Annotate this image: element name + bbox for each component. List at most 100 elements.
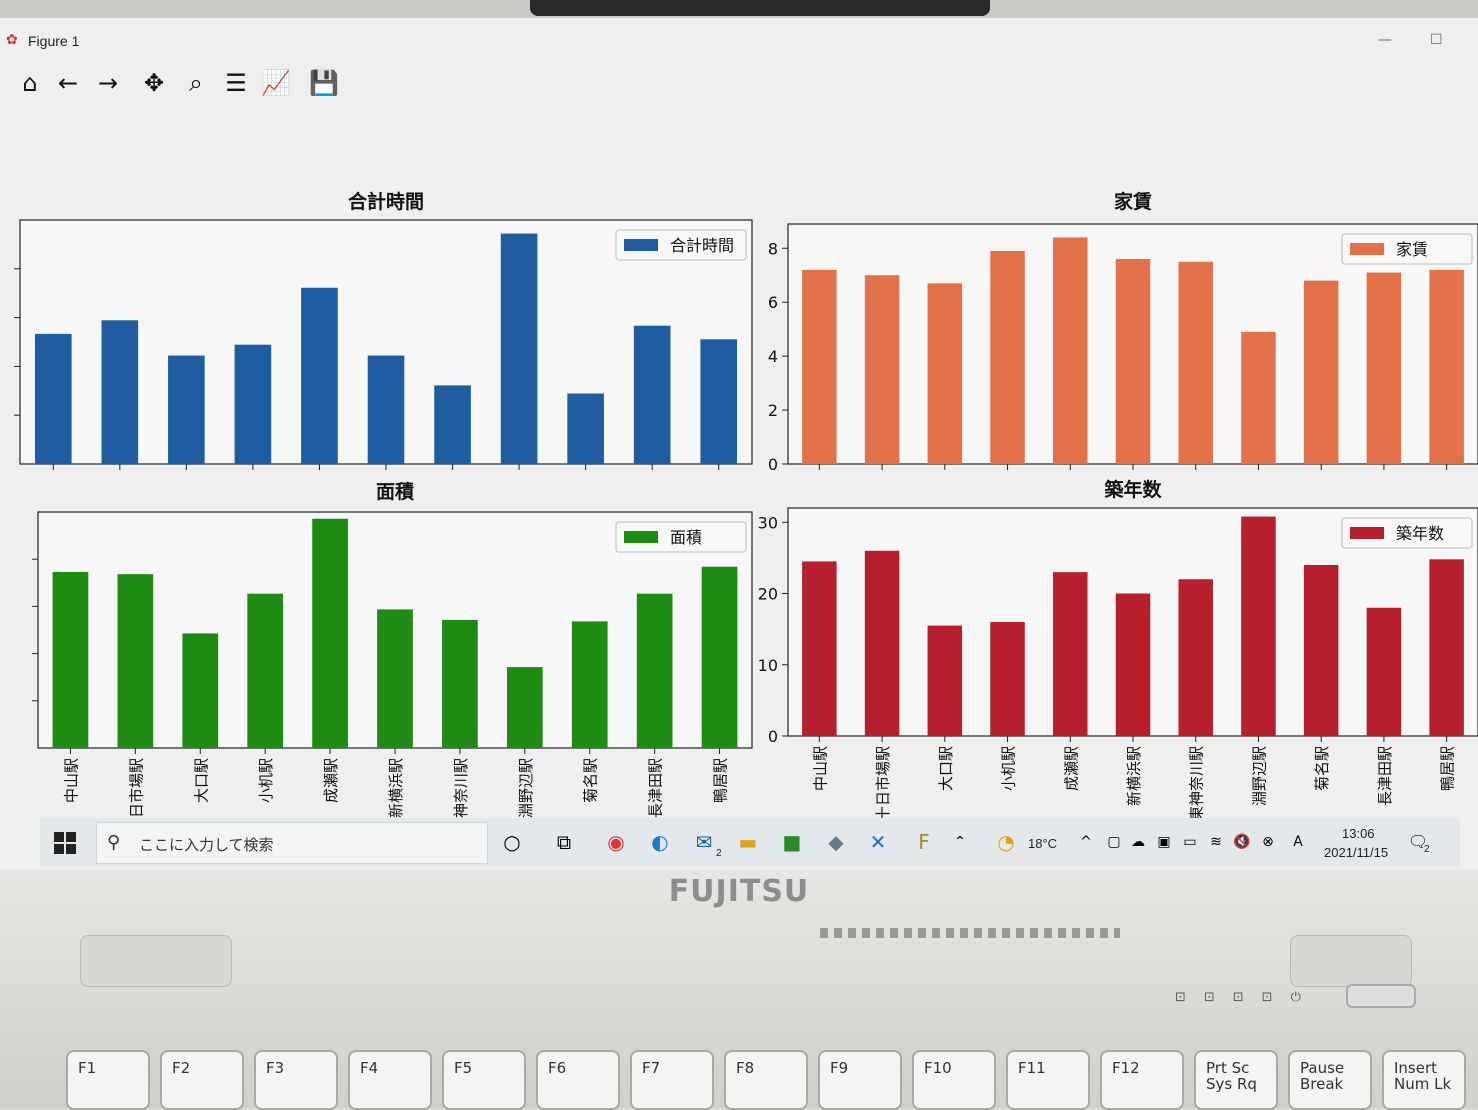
key-f6[interactable]: F6 [536, 1050, 620, 1110]
forward-arrow-icon[interactable]: → [97, 69, 119, 97]
chart4-xtick-label: 新横浜駅 [1125, 746, 1143, 806]
window-titlebar: ✿ Figure 1 — ☐ [0, 28, 1478, 56]
chart1-bar [101, 320, 139, 464]
save-icon[interactable]: 💾 [309, 69, 339, 97]
key-prt[interactable]: Prt Sc Sys Rq [1194, 1050, 1278, 1110]
mail-badge: 2 [716, 848, 722, 859]
screen: ✿ Figure 1 — ☐ ⌂ ← → ✥ ⌕ ☰ 📈 💾 合計時間 合計時間 家賃 0 2 4 6 8 家… [0, 18, 1478, 870]
chart3-legend-swatch [624, 531, 658, 543]
pycharm-icon[interactable]: ■ [782, 830, 802, 854]
pan-icon[interactable]: ✥ [143, 69, 165, 97]
chart4-bar [1366, 607, 1402, 736]
chart3-bar [247, 593, 284, 748]
key-f7[interactable]: F7 [630, 1050, 714, 1110]
edge-icon[interactable]: ◐ [651, 830, 669, 854]
wifi-icon[interactable]: ≋ [1210, 834, 1222, 850]
key-f2[interactable]: F2 [160, 1050, 244, 1110]
ime-icon[interactable]: A [1293, 834, 1303, 850]
task-view-icon[interactable]: ⧉ [556, 830, 572, 854]
chart4-xtick-label: 中山駅 [811, 746, 829, 791]
tray-app-icon[interactable]: ▢ [1107, 834, 1121, 850]
vscode-icon[interactable]: ✕ [869, 830, 887, 854]
chart3-xtick-label: 新横浜駅 [387, 758, 405, 818]
chart1-bar [168, 355, 205, 464]
cortana-icon[interactable]: ○ [503, 830, 521, 854]
chart4-bar [1429, 559, 1464, 736]
key-f5[interactable]: F5 [442, 1050, 526, 1110]
search-icon: ⚲ [107, 832, 121, 853]
right-hinge [1290, 935, 1412, 987]
chart2-legend-label: 家賃 [1396, 240, 1428, 259]
chart4-legend-swatch [1350, 527, 1384, 539]
left-hinge [80, 935, 232, 987]
chart3-bar [442, 619, 478, 748]
key-f8[interactable]: F8 [724, 1050, 808, 1110]
chart4-bar [1115, 593, 1151, 736]
laptop-brand-logo: FUJITSU [668, 874, 810, 909]
chart4-ytick-label: 20 [758, 585, 778, 604]
matplotlib-icon: ✿ [6, 32, 18, 48]
chart3-xtick-label: 長津田駅 [647, 758, 665, 818]
chart2-bar [1303, 280, 1339, 464]
status-x-icon[interactable]: ⊗ [1262, 834, 1274, 850]
file-explorer-icon[interactable]: ▬ [738, 830, 758, 854]
clock-time[interactable]: 13:06 [1342, 826, 1375, 841]
weather-icon[interactable]: ◔ [997, 830, 1015, 854]
notification-icon[interactable]: 🗨 [1407, 832, 1429, 851]
configure-subplots-icon[interactable]: ☰ [225, 69, 247, 97]
chart1-legend-label: 合計時間 [670, 236, 734, 255]
chart3-bar [571, 621, 608, 748]
chart3-bar [117, 574, 154, 748]
key-f10[interactable]: F10 [912, 1050, 996, 1110]
chart2-ytick-label: 2 [768, 401, 778, 420]
key-f11[interactable]: F11 [1006, 1050, 1090, 1110]
taskbar-search-box[interactable]: ⚲ ここに入力して検索 [96, 822, 488, 864]
onedrive-icon[interactable]: ☁ [1131, 834, 1145, 850]
key-f12[interactable]: F12 [1100, 1050, 1184, 1110]
zoom-icon[interactable]: ⌕ [189, 69, 203, 97]
mail-icon[interactable]: ✉ [695, 830, 713, 854]
key-f9[interactable]: F9 [818, 1050, 902, 1110]
tray-overflow-icon[interactable]: ⌃ [954, 834, 966, 850]
app-icon[interactable]: ◆ [828, 830, 844, 854]
chrome-icon[interactable]: ◉ [607, 830, 625, 854]
power-button[interactable] [1346, 984, 1416, 1008]
back-arrow-icon[interactable]: ← [57, 69, 79, 97]
chart4-xtick-label: 小机駅 [1000, 746, 1018, 791]
windows-start-icon[interactable] [54, 832, 76, 854]
volume-mute-icon[interactable]: 🔇 [1233, 834, 1251, 850]
chart1-legend-swatch [624, 239, 658, 251]
key-pause[interactable]: Pause Break [1288, 1050, 1372, 1110]
chart2-bar [1053, 237, 1088, 464]
chart4-xtick-label: 成瀬駅 [1062, 746, 1080, 791]
chart4-bar [802, 561, 837, 736]
clock-date[interactable]: 2021/11/15 [1324, 845, 1389, 860]
key-f3[interactable]: F3 [254, 1050, 338, 1110]
maximize-icon[interactable]: ☐ [1430, 32, 1443, 48]
chart3-xtick-label: 小机駅 [257, 758, 275, 803]
tray-app2-icon[interactable]: ▣ [1157, 834, 1171, 850]
chart1-title: 合計時間 [348, 190, 424, 213]
figure-app-icon[interactable]: F [918, 830, 930, 854]
temperature-text: 18°C [1028, 836, 1058, 851]
chart2-ytick-label: 8 [768, 239, 778, 258]
chart2-bar [1429, 269, 1464, 464]
battery-icon[interactable]: ▭ [1183, 834, 1197, 850]
chart3-xtick-label: 東神奈川駅 [452, 758, 470, 833]
key-f4[interactable]: F4 [348, 1050, 432, 1110]
speaker-grille [820, 928, 1120, 938]
chart3-bar [52, 571, 89, 748]
chart2-bar [1241, 331, 1276, 464]
key-insert[interactable]: Insert Num Lk [1382, 1050, 1466, 1110]
chart2-bar [990, 250, 1025, 464]
key-f1[interactable]: F1 [66, 1050, 150, 1110]
home-icon[interactable]: ⌂ [22, 69, 38, 97]
minimize-icon[interactable]: — [1378, 32, 1392, 48]
chart3-legend [615, 521, 747, 553]
hidden-icons-chevron-icon[interactable]: ^ [1080, 834, 1092, 850]
edit-axis-icon[interactable]: 📈 [261, 69, 291, 97]
chart1-bar [700, 339, 738, 464]
chart2-ytick-label: 0 [768, 455, 778, 474]
status-leds: ⊡⊡⊡⊡⏻ [1175, 990, 1319, 1005]
